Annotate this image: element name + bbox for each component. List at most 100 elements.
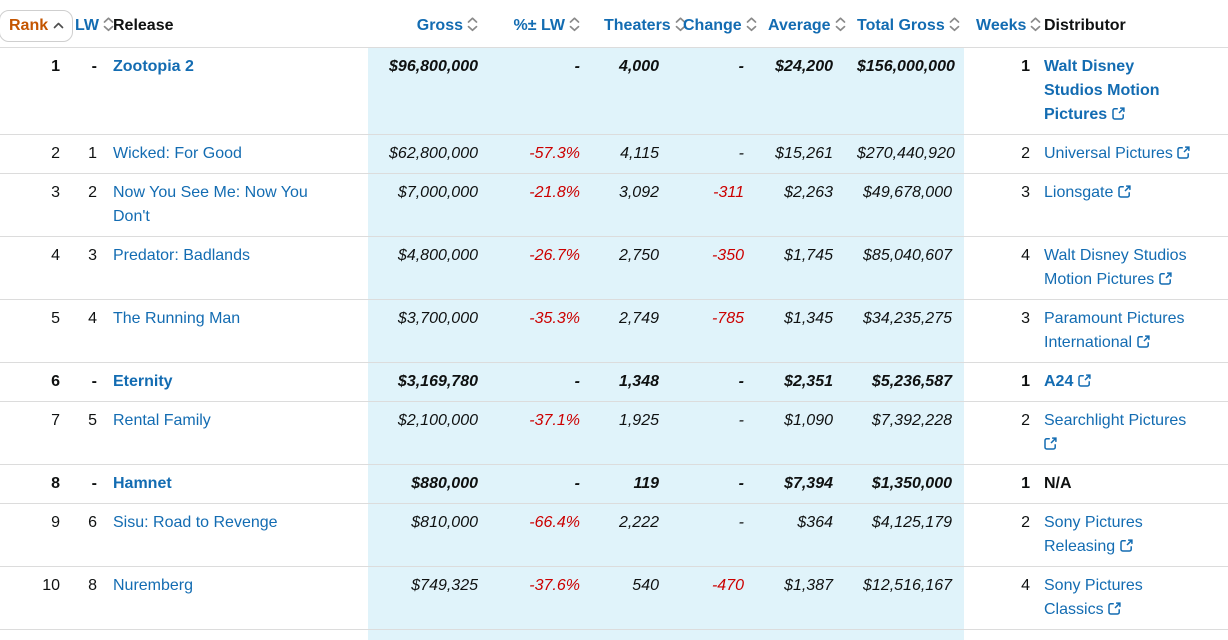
distributor-cell: Walt Disney Studios Motion Pictures (1042, 236, 1228, 300)
table-row: 6- Eternity $3,169,780-1,348- $2,351 $5,236,… (0, 362, 1228, 402)
total-gross-cell: $85,040,607 (845, 236, 964, 300)
table-header-row: Rank LW Release Gross %± LW Theaters (0, 0, 1228, 48)
change-cell: - (671, 362, 756, 402)
sorted-column-indicator: Rank (0, 10, 74, 42)
theaters-cell: 2,750 (592, 236, 671, 300)
sortable-icon (103, 17, 114, 32)
external-link-icon (1177, 146, 1191, 159)
column-label-release: Release (113, 17, 174, 34)
distributor-link[interactable]: A24 (1044, 370, 1091, 394)
average-cell: $24,200 (756, 47, 845, 135)
release-cell: Predator: Badlands (109, 236, 368, 300)
gross-cell: $62,800,000 (368, 134, 490, 174)
change-cell: - (671, 134, 756, 174)
total-gross-cell: $49,678,000 (845, 173, 964, 237)
change-cell: -350 (671, 236, 756, 300)
distributor-cell: Universal Pictures (1042, 134, 1228, 174)
change-cell: - (671, 401, 756, 465)
release-link[interactable]: Wicked: For Good (113, 145, 242, 162)
gross-cell: $2,100,000 (368, 401, 490, 465)
release-cell: The Running Man (109, 299, 368, 363)
column-header-gross[interactable]: Gross (368, 0, 490, 48)
distributor-link[interactable]: Universal Pictures (1044, 142, 1191, 166)
average-cell: $2,263 (756, 173, 845, 237)
column-header-lw[interactable]: LW (72, 0, 114, 48)
column-header-pct-lw[interactable]: %± LW (490, 0, 592, 48)
distributor-link[interactable]: Walt Disney Studios Motion Pictures (1044, 247, 1187, 288)
table-row: 10 8 Nuremberg $749,325 -37.6% 540 -470 $1,387 $… (0, 566, 1228, 630)
release-cell: Now You See Me: Now You Don't (109, 173, 368, 237)
release-link[interactable]: Eternity (113, 373, 173, 390)
release-link[interactable]: Rental Family (113, 412, 211, 429)
distributor-cell: Sony Pictures Classics (1042, 566, 1228, 630)
rank-cell: 5 (0, 299, 72, 363)
column-header-rank[interactable]: Rank (0, 0, 74, 48)
external-link-icon (1118, 185, 1131, 198)
column-header-weeks[interactable]: Weeks (964, 0, 1042, 48)
external-link-icon (1158, 272, 1172, 285)
column-label-weeks: Weeks (976, 17, 1027, 34)
distributor-link[interactable]: Lionsgate (1044, 181, 1131, 205)
change-cell: - (671, 503, 756, 567)
lw-cell: 6 (72, 503, 109, 567)
release-link[interactable]: The Running Man (113, 310, 241, 327)
release-link[interactable]: Predator: Badlands (113, 247, 250, 264)
weeks-cell: 1 (964, 47, 1042, 135)
average-cell: $1,345 (756, 299, 845, 363)
theaters-cell: 540 (592, 566, 671, 630)
distributor-cell: N/A (1042, 464, 1228, 504)
theaters-cell: 119 (592, 464, 671, 504)
pct-lw-cell: - (490, 464, 592, 504)
release-link[interactable]: Zootopia 2 (113, 58, 194, 75)
lw-cell: - (72, 464, 109, 504)
distributor-link[interactable]: Searchlight Pictures (1044, 409, 1196, 457)
lw-cell: 3 (72, 236, 109, 300)
pct-lw-cell: -37.1% (490, 401, 592, 465)
column-header-distributor[interactable]: Distributor (1042, 0, 1228, 48)
change-cell: - (671, 47, 756, 135)
release-link[interactable]: Hamnet (113, 475, 172, 492)
gross-cell: $4,800,000 (368, 236, 490, 300)
distributor-link[interactable]: Walt Disney Studios Motion Pictures (1044, 58, 1160, 123)
lw-cell: 8 (72, 566, 109, 630)
average-cell: $1,090 (756, 401, 845, 465)
column-label-pct-lw: %± LW (513, 17, 565, 34)
theaters-cell: 3,092 (592, 173, 671, 237)
lw-cell: - (72, 47, 109, 135)
release-link[interactable]: Now You See Me: Now You Don't (113, 184, 308, 225)
sortable-icon (467, 17, 478, 32)
distributor-link[interactable]: Sony Pictures Releasing (1044, 514, 1143, 555)
distributor-link[interactable]: Sony Pictures Classics (1044, 577, 1143, 618)
column-header-change[interactable]: Change (671, 0, 757, 48)
release-cell: Nuremberg (109, 566, 368, 630)
theaters-cell: 4,000 (592, 47, 671, 135)
column-label-theaters: Theaters (604, 17, 671, 34)
distributor-link[interactable]: Paramount Pictures International (1044, 310, 1185, 351)
column-header-theaters[interactable]: Theaters (592, 0, 686, 48)
column-header-total-gross[interactable]: Total Gross (845, 0, 964, 48)
table-row: 4 3 Predator: Badlands $4,800,000 -26.7% 2,75… (0, 236, 1228, 300)
lw-cell: - (72, 362, 109, 402)
pct-lw-cell: -57.3% (490, 134, 592, 174)
external-link-icon (1078, 374, 1091, 387)
external-link-icon (1044, 437, 1057, 450)
release-link[interactable]: Sisu: Road to Revenge (113, 514, 278, 531)
pct-lw-cell: -21.8% (490, 173, 592, 237)
rank-cell: 9 (0, 503, 72, 567)
release-link[interactable]: Nuremberg (113, 577, 194, 594)
column-header-release[interactable]: Release (109, 0, 368, 48)
table-row: 9 6 Sisu: Road to Revenge $810,000 -66.4% 2,2… (0, 503, 1228, 567)
sortable-icon (835, 17, 845, 32)
weeks-cell: 2 (964, 401, 1042, 465)
theaters-cell: 4,115 (592, 134, 671, 174)
table-row: 2 1 Wicked: For Good $62,800,000 -57.3% 4,115… (0, 134, 1228, 174)
gross-cell: $880,000 (368, 464, 490, 504)
average-cell: $1,745 (756, 236, 845, 300)
average-cell: $15,261 (756, 134, 845, 174)
weeks-cell: 4 (964, 566, 1042, 630)
weeks-cell: 3 (964, 299, 1042, 363)
column-header-average[interactable]: Average (756, 0, 845, 48)
change-cell: -311 (671, 173, 756, 237)
total-gross-cell: $270,440,920 (845, 134, 964, 174)
